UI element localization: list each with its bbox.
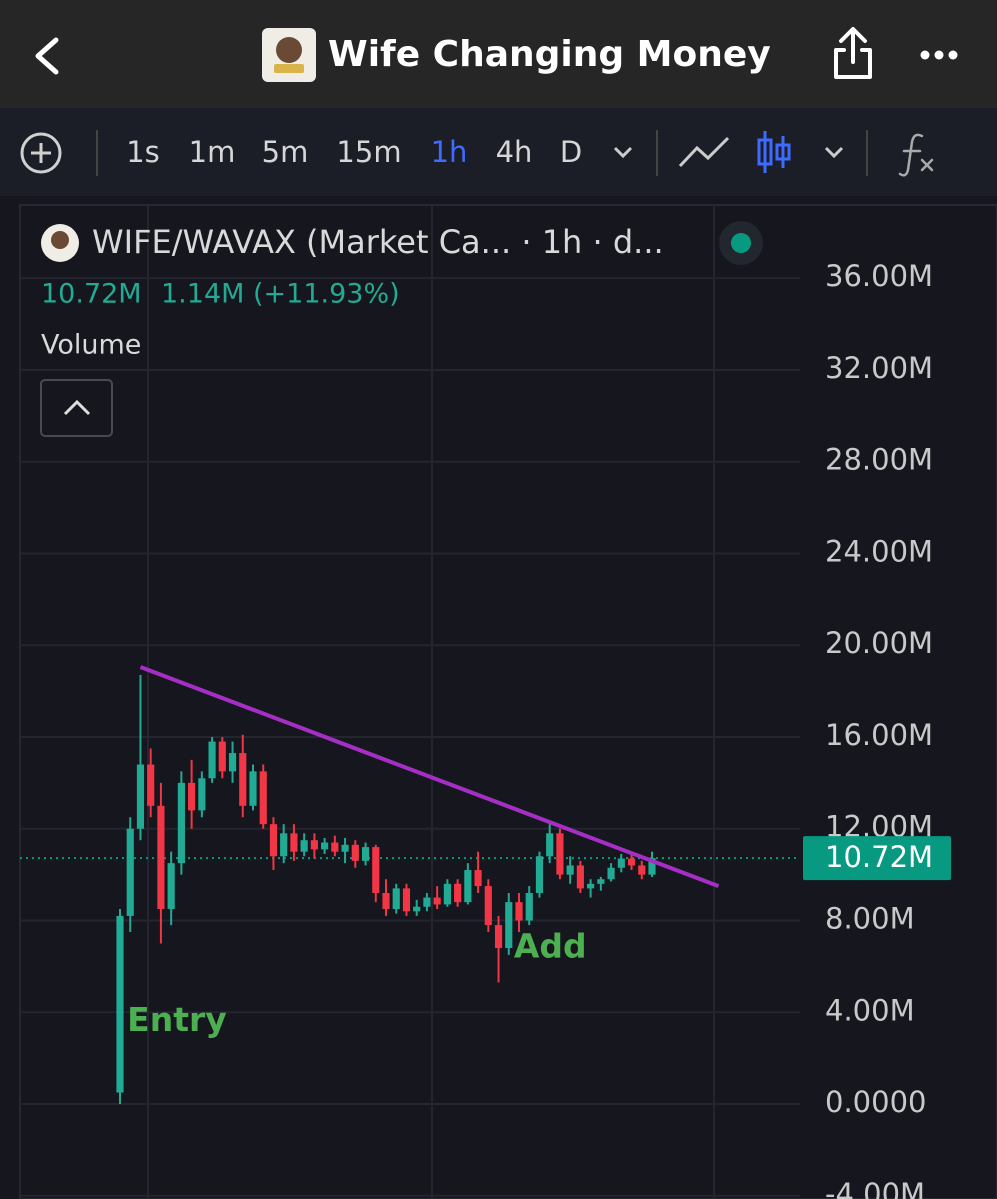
candle-body (280, 833, 288, 857)
annotation: Add (514, 927, 587, 966)
candle-body (494, 925, 503, 949)
interval-button[interactable]: 1m (189, 135, 236, 169)
candle-style-button[interactable] (757, 131, 791, 173)
interval-dropdown[interactable] (613, 146, 633, 159)
candle-body (443, 883, 451, 905)
y-tick-label: 28.00M (825, 443, 933, 477)
candle-body (464, 870, 472, 903)
indicators-button[interactable] (898, 133, 934, 177)
candle-body (597, 879, 605, 884)
candle-body (167, 863, 175, 910)
candle-body (617, 858, 625, 868)
candle-body (607, 867, 615, 880)
interval-button[interactable]: D (560, 135, 582, 169)
candle-body (535, 856, 544, 893)
candle-body (392, 888, 400, 910)
style-dropdown[interactable] (824, 146, 844, 159)
y-tick-label: 24.00M (825, 534, 933, 568)
header-title: Wife Changing Money (328, 34, 771, 75)
more-button[interactable] (920, 50, 958, 60)
candle-body (177, 782, 185, 864)
candle-body (136, 764, 145, 829)
y-tick-label: 36.00M (825, 259, 933, 293)
interval-button[interactable]: 15m (336, 135, 401, 169)
collapse-icon (63, 399, 91, 416)
candle-body (423, 897, 431, 907)
candle-body (157, 805, 165, 910)
candle-body (126, 828, 134, 916)
pair-avatar-face (51, 231, 69, 249)
y-tick-label: 32.00M (825, 351, 933, 385)
candle-body (321, 842, 329, 850)
candle-body (361, 847, 370, 861)
change: 1.14M (+11.93%) (161, 279, 400, 310)
y-tick-label: 8.00M (825, 902, 915, 936)
candle-body (627, 858, 636, 866)
interval-button[interactable]: 5m (262, 135, 309, 169)
share-button[interactable] (834, 27, 872, 79)
candle-body (147, 764, 155, 806)
candle-body (228, 753, 237, 772)
interval-button[interactable]: 1h (431, 135, 468, 169)
candle-body (402, 888, 411, 912)
back-button[interactable] (35, 37, 59, 75)
candle-body (188, 782, 196, 811)
candle-body (198, 778, 206, 811)
candle-body (208, 741, 216, 779)
add-indicator-button[interactable] (20, 132, 62, 174)
candle-body (433, 897, 441, 905)
candle-body (249, 771, 257, 806)
candle-body (310, 840, 318, 850)
legend: WIFE/WAVAX (Market Ca... · 1h · d... 10.… (40, 221, 763, 437)
candle-body (239, 753, 247, 806)
candle-body (474, 870, 482, 887)
candle-body (300, 840, 308, 852)
price-label-box (803, 836, 951, 881)
candle-body (259, 771, 267, 825)
last-value: 10.72M (41, 279, 142, 310)
line-style-button[interactable] (678, 136, 730, 168)
candle-body (331, 842, 339, 852)
candle-body (546, 833, 554, 857)
candle-body (116, 915, 124, 1093)
candle-body (648, 858, 656, 875)
candle-body (638, 865, 646, 875)
candle-body (484, 886, 492, 926)
candle-body (576, 865, 584, 889)
candle-body (566, 865, 574, 875)
candle-body (587, 883, 595, 889)
candle-body (269, 824, 278, 857)
candle-body (454, 883, 462, 903)
candle-body (525, 892, 533, 921)
candle-body (515, 902, 523, 921)
y-tick-label: 0.0000 (825, 1085, 926, 1119)
price-label: 10.72M (825, 840, 933, 874)
candle-body (218, 741, 226, 772)
candle-body (505, 902, 513, 949)
trendline (139, 665, 720, 888)
y-tick-label: -4.00M (825, 1177, 925, 1199)
candle-body (341, 844, 349, 852)
candle-body (351, 844, 359, 861)
interval-button[interactable]: 1s (126, 135, 160, 169)
candle-body (372, 847, 380, 893)
pair-title: WIFE/WAVAX (Market Ca... · 1h · d... (92, 223, 664, 261)
top-bar (0, 0, 997, 108)
interval-button[interactable]: 4h (496, 135, 533, 169)
token-avatar (262, 28, 316, 82)
annotation: Entry (127, 1000, 227, 1039)
candle-body (556, 833, 564, 875)
candle-body (290, 833, 298, 852)
collapse-button[interactable] (40, 379, 113, 437)
status-dot (731, 233, 751, 253)
candle-body (413, 906, 421, 912)
candle-body (382, 892, 390, 910)
y-tick-label: 20.00M (825, 626, 933, 660)
indicator-name: Volume (41, 330, 141, 361)
y-tick-label: 4.00M (825, 993, 915, 1027)
y-tick-label: 16.00M (825, 718, 933, 752)
